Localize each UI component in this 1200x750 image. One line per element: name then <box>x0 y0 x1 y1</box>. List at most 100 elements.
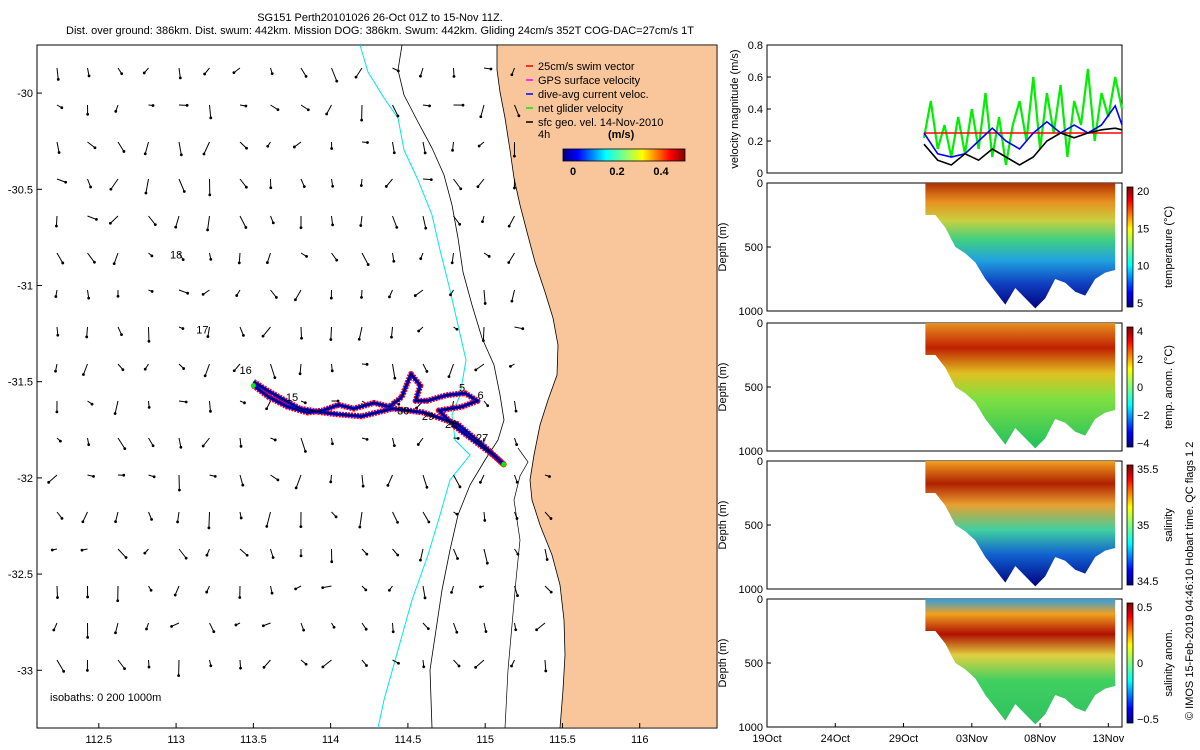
track-label: 15 <box>286 392 298 404</box>
legend-current-veloc: dive-avg current veloc. <box>538 89 649 101</box>
geo-arrow-head <box>170 624 173 628</box>
geo-arrow-head <box>429 178 433 182</box>
geo-arrow-head <box>244 226 248 229</box>
geo-arrow-head <box>266 144 270 148</box>
geo-arrow-head <box>152 475 156 479</box>
geo-arrow-head <box>361 484 365 488</box>
geo-arrow <box>266 252 271 263</box>
map-x-tick-label: 114 <box>322 734 340 746</box>
geo-arrow-head <box>95 218 98 221</box>
geo-arrow <box>178 289 188 294</box>
geo-arrow-head <box>124 556 128 559</box>
geo-arrow-head <box>487 254 491 258</box>
glider-track <box>250 371 507 468</box>
geo-velocity-arrows <box>47 67 553 678</box>
geo-arrow <box>115 511 119 522</box>
map-panel: 16 15 30 29 28 27 56 18 17 112.5 113 113.5 114 114.5… <box>8 44 718 746</box>
geo-arrow-head <box>396 114 400 118</box>
geo-arrow <box>331 252 338 261</box>
geo-arrow <box>475 363 485 371</box>
geo-arrow <box>239 326 244 336</box>
section-ylabel: Depth (m) <box>717 501 729 550</box>
geo-arrow-head <box>292 145 296 149</box>
geo-arrow <box>448 363 454 377</box>
geo-arrow-head <box>201 293 205 296</box>
geo-arrow-head <box>358 525 362 529</box>
geo-arrow-head <box>425 485 429 489</box>
geo-arrow-head <box>304 662 308 666</box>
geo-arrow <box>263 659 271 668</box>
geo-arrow <box>422 215 427 229</box>
geo-arrow-head <box>388 295 391 299</box>
geo-arrow-head <box>182 190 186 193</box>
geo-arrow <box>87 178 92 188</box>
geo-arrow-head <box>151 444 155 448</box>
section-y-tick-label: 0 <box>757 594 763 606</box>
geo-arrow-head <box>476 185 480 189</box>
geo-arrow-head <box>510 73 514 77</box>
geo-arrow <box>392 104 399 117</box>
geo-arrow-head <box>479 480 482 484</box>
geo-arrow-head <box>419 558 422 562</box>
section-colorbar-label: temp. anom. (°C) <box>1163 345 1175 429</box>
geo-arrow-head <box>397 661 400 665</box>
geo-arrow-head <box>123 447 127 451</box>
geo-arrow-head <box>423 151 427 155</box>
geo-arrow <box>87 252 95 263</box>
geo-arrow-head <box>548 475 551 478</box>
geo-arrow-head <box>122 150 126 153</box>
geo-arrow <box>56 252 64 264</box>
geo-arrow-head <box>265 407 268 411</box>
geo-arrow-head <box>206 228 209 232</box>
time-x-tick-label: 24Oct <box>821 733 850 745</box>
isobath-200m <box>397 45 505 728</box>
geo-arrow-head <box>147 665 151 669</box>
geo-arrow-head <box>120 333 123 336</box>
geo-arrow-head <box>147 406 151 409</box>
geo-arrow-head <box>396 69 400 73</box>
geo-arrow-head <box>298 372 302 376</box>
geo-arrow-head <box>235 294 239 297</box>
geo-arrow-head <box>474 665 477 669</box>
geo-arrow-head <box>334 515 338 519</box>
geo-arrow-head <box>62 669 66 673</box>
geo-arrow-head <box>535 628 539 632</box>
geo-arrow-head <box>364 588 368 592</box>
geo-arrow-head <box>304 449 307 453</box>
geo-arrow-head <box>232 369 236 373</box>
geo-arrow-head <box>360 118 364 122</box>
geo-arrow <box>483 548 488 564</box>
geo-arrow <box>392 511 399 523</box>
geo-arrow-head <box>232 71 236 75</box>
time-x-axis: 19Oct 24Oct 29Oct 03Nov 08Nov 13Nov <box>752 723 1125 745</box>
geo-arrow <box>209 400 211 412</box>
geo-arrow-head <box>116 294 120 298</box>
geo-arrow <box>295 474 302 489</box>
geo-arrow-head <box>201 444 205 448</box>
geo-arrow <box>178 437 182 448</box>
geo-arrow-head <box>357 337 361 341</box>
geo-arrow-head <box>87 296 91 300</box>
velocity-y-tick-label: 0.6 <box>748 72 763 84</box>
geo-arrow-head <box>206 335 210 338</box>
geo-arrow-head <box>50 548 54 552</box>
geo-arrow-head <box>395 225 399 229</box>
geo-arrow-head <box>245 146 248 150</box>
geo-arrow-head <box>176 520 179 524</box>
geo-arrow-head <box>56 78 60 81</box>
isobath-0m <box>504 447 529 728</box>
geo-arrow-head <box>89 185 93 189</box>
geo-arrow <box>514 585 518 596</box>
geo-arrow-head <box>261 334 265 338</box>
geo-arrow-head <box>239 666 242 670</box>
geo-arrow-head <box>184 556 188 560</box>
geo-arrow <box>415 289 424 296</box>
geo-arrow-head <box>419 257 423 261</box>
geo-arrow-head <box>299 226 303 230</box>
geo-arrow-head <box>184 400 188 404</box>
geo-arrow <box>508 252 515 263</box>
geo-arrow <box>361 252 369 265</box>
track-geo-vel <box>253 373 505 465</box>
geo-arrow-head <box>47 480 51 484</box>
geo-arrow-head <box>386 484 390 487</box>
